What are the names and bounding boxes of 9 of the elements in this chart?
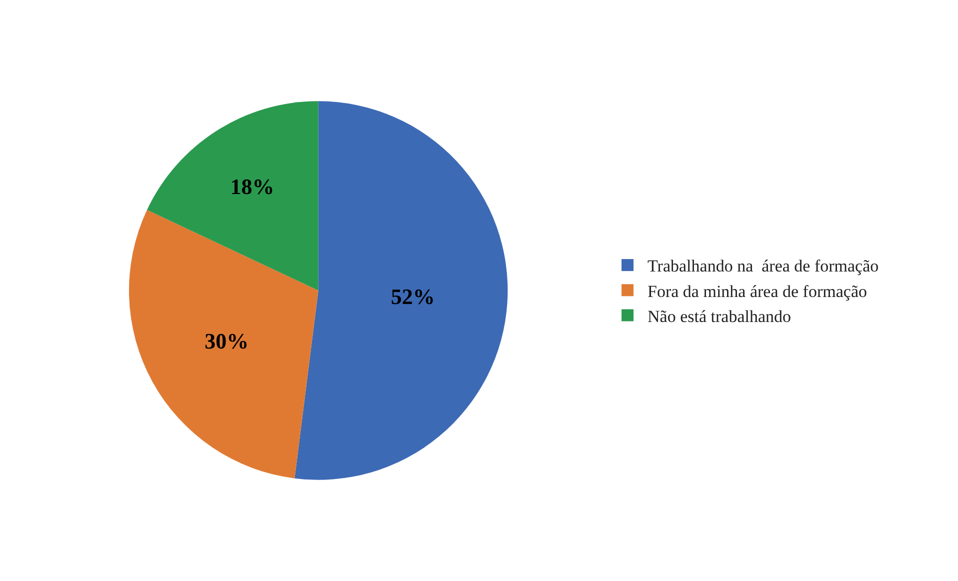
- pie-slice: [294, 101, 508, 480]
- data-label: 18%: [230, 174, 274, 199]
- legend-label: Fora da minha área de formação: [648, 282, 868, 301]
- data-label: 52%: [390, 284, 435, 309]
- pie-slice: [129, 210, 318, 478]
- data-label: 30%: [204, 328, 249, 354]
- legend-label: Não está trabalhando: [648, 306, 792, 326]
- pie-slice: [147, 101, 318, 290]
- legend-label: Trabalhando na área de formação: [648, 256, 879, 276]
